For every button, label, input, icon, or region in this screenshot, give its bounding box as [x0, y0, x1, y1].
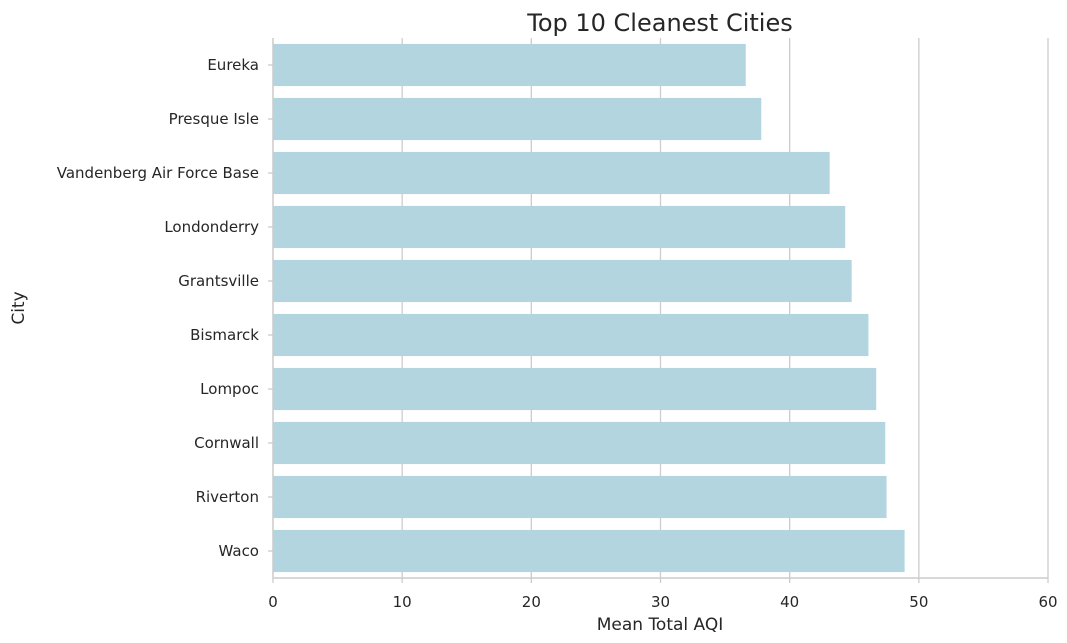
y-tick-label: Presque Isle	[169, 110, 259, 128]
y-tick-label: Waco	[219, 542, 260, 560]
bar-londonderry	[273, 205, 846, 249]
y-tick-label: Eureka	[207, 56, 259, 74]
y-tick-label: Riverton	[196, 488, 259, 506]
y-tick-label: Grantsville	[178, 272, 259, 290]
x-tick-label: 0	[268, 593, 278, 611]
bar-presque-isle	[273, 97, 762, 141]
bar-bismarck	[273, 313, 869, 357]
x-tick-label: 10	[393, 593, 412, 611]
bar-eureka	[273, 43, 746, 87]
x-axis-label: Mean Total AQI	[597, 615, 724, 635]
y-tick-label: Lompoc	[200, 380, 259, 398]
x-tick-label: 40	[780, 593, 799, 611]
bars	[273, 43, 905, 573]
bar-waco	[273, 529, 905, 573]
bar-vandenberg-air-force-base	[273, 151, 830, 195]
bar-lompoc	[273, 367, 877, 411]
bar-grantsville	[273, 259, 852, 303]
bar-cornwall	[273, 421, 886, 465]
chart-title: Top 10 Cleanest Cities	[526, 9, 793, 37]
x-tick-label: 50	[909, 593, 928, 611]
x-tick-label: 60	[1038, 593, 1057, 611]
x-tick-labels: 0 10 20 30 40 50 60	[268, 578, 1058, 611]
y-tick-label: Cornwall	[194, 434, 259, 452]
x-tick-label: 30	[651, 593, 670, 611]
y-axis-label: City	[9, 291, 29, 324]
y-tick-label: Londonderry	[164, 218, 259, 236]
bar-riverton	[273, 475, 887, 519]
y-tick-labels: Eureka Presque Isle Vandenberg Air Force B…	[57, 56, 273, 560]
y-tick-label: Bismarck	[190, 326, 259, 344]
y-tick-label: Vandenberg Air Force Base	[57, 164, 259, 182]
x-tick-label: 20	[522, 593, 541, 611]
